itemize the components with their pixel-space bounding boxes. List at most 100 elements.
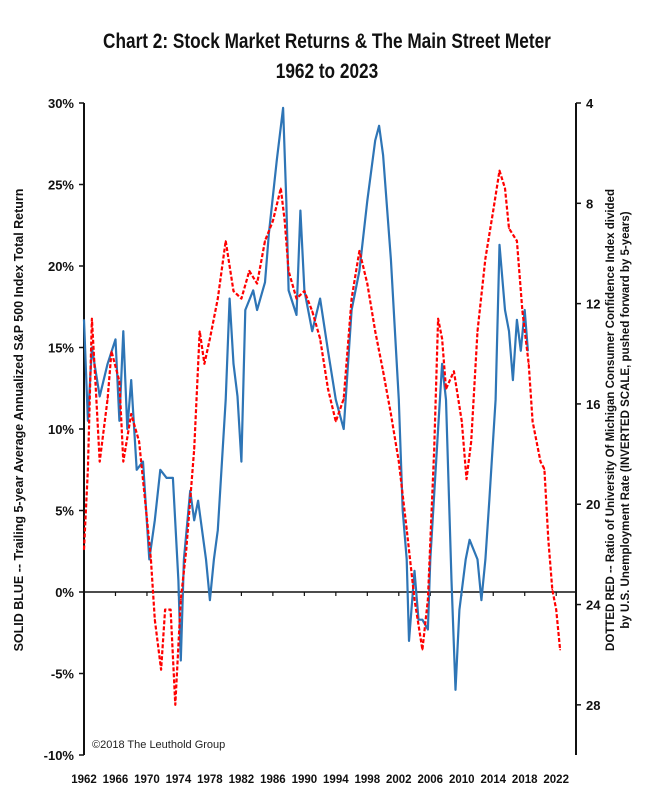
confidence-data-point — [319, 337, 321, 340]
confidence-data-point — [203, 363, 206, 365]
sp500-data-point — [122, 330, 125, 333]
x-tick-label: 1962 — [71, 774, 97, 786]
right-axis-label-line2: by U.S. Unemployment Rate (INVERTED SCAL… — [620, 211, 632, 628]
confidence-data-point — [366, 282, 369, 285]
confidence-data-point — [539, 460, 542, 463]
sp500-data-point — [508, 330, 510, 333]
sp500-data-point — [142, 460, 144, 463]
x-tick-label: 2022 — [543, 774, 569, 786]
sp500-data-point — [126, 428, 129, 430]
left-tick-label: 5% — [55, 504, 74, 519]
sp500-data-point — [342, 428, 345, 430]
left-tick-label: 30% — [48, 96, 74, 111]
confidence-data-point — [327, 388, 329, 390]
confidence-data-point — [358, 250, 361, 252]
sp500-data-point — [295, 314, 298, 316]
sp500-data-point — [240, 460, 243, 463]
sp500-data-point — [172, 477, 174, 479]
confidence-data-point — [350, 297, 353, 300]
sp500-data-point — [498, 244, 501, 246]
sp500-data-point — [417, 618, 420, 621]
confidence-data-point — [398, 460, 400, 463]
confidence-data-point — [224, 240, 227, 242]
x-tick-label: 1974 — [166, 774, 192, 786]
right-tick-label: 28 — [586, 698, 600, 713]
confidence-data-point — [303, 290, 306, 292]
confidence-data-point — [160, 668, 162, 671]
sp500-data-point — [458, 609, 461, 611]
confidence-data-point — [382, 370, 384, 373]
confidence-data-point — [272, 220, 274, 222]
confidence-data-point — [521, 310, 524, 312]
confidence-data-point — [154, 618, 156, 621]
sp500-data-point — [236, 395, 239, 398]
sp500-data-point — [264, 281, 266, 284]
confidence-data-point — [283, 220, 286, 222]
sp500-data-point — [421, 618, 424, 621]
confidence-data-point — [91, 317, 93, 320]
confidence-data-point — [551, 588, 554, 591]
x-tick-label: 2006 — [417, 774, 443, 786]
x-tick-label: 2010 — [449, 774, 475, 786]
confidence-data-point — [527, 363, 530, 365]
confidence-data-point — [421, 648, 424, 651]
confidence-data-point — [492, 210, 495, 212]
x-tick-label: 1990 — [292, 774, 318, 786]
confidence-data-point — [374, 330, 376, 333]
sp500-data-point — [484, 558, 487, 561]
right-axis-label-line1: DOTTED RED -- Ratio of University Of Mic… — [605, 189, 617, 651]
sp500-data-point — [197, 499, 199, 502]
sp500-data-point — [494, 398, 497, 401]
confidence-data-point — [441, 337, 443, 340]
confidence-data-point — [516, 240, 518, 242]
sp500-data-point — [114, 338, 117, 341]
confidence-data-point — [555, 608, 557, 611]
confidence-data-point — [433, 448, 436, 450]
confidence-data-point — [559, 648, 561, 651]
sp500-data-point — [244, 309, 247, 311]
confidence-data-point — [122, 460, 125, 463]
sp500-data-point — [130, 379, 133, 381]
sp500-data-point — [358, 270, 361, 272]
sp500-data-point — [488, 499, 491, 502]
x-tick-label: 1986 — [260, 774, 286, 786]
left-tick-label: 20% — [48, 259, 74, 274]
confidence-data-point — [295, 297, 298, 300]
confidence-ratio-line — [82, 169, 562, 706]
confidence-data-point — [138, 440, 140, 443]
sp500-data-point — [454, 689, 457, 691]
confidence-data-point — [83, 548, 85, 551]
sp500-data-point — [437, 428, 439, 430]
sp500-data-point — [205, 558, 207, 561]
confidence-data-point — [465, 478, 468, 480]
confidence-data-point — [311, 310, 314, 312]
confidence-data-point — [110, 350, 113, 353]
right-tick-label: 12 — [586, 297, 600, 312]
confidence-data-point — [130, 413, 133, 415]
confidence-data-point — [216, 297, 219, 300]
confidence-data-point — [256, 282, 258, 285]
right-tick-label: 20 — [586, 497, 600, 512]
sp500-data-point — [276, 159, 278, 161]
sp500-data-point — [450, 579, 453, 582]
sp500-data-point — [398, 398, 400, 401]
sp500-data-point — [216, 529, 219, 531]
sp500-data-point — [413, 570, 416, 572]
chart-subtitle: 1962 to 2023 — [275, 60, 379, 83]
confidence-data-point — [445, 388, 447, 390]
sp500-data-point — [366, 200, 369, 202]
sp500-data-point — [83, 318, 85, 321]
sp500-data-point — [516, 318, 518, 321]
confidence-data-point — [87, 468, 89, 470]
confidence-data-point — [504, 187, 506, 190]
right-tick-label: 16 — [586, 397, 600, 412]
copyright-annotation: ©2018 The Leuthold Group — [92, 739, 225, 751]
confidence-data-point — [209, 337, 211, 340]
x-tick-label: 1970 — [134, 774, 160, 786]
confidence-data-point — [185, 548, 188, 551]
sp500-data-point — [480, 599, 483, 601]
sp500-return-line — [82, 106, 529, 691]
sp500-data-point — [504, 309, 506, 311]
sp500-data-point — [252, 289, 255, 292]
